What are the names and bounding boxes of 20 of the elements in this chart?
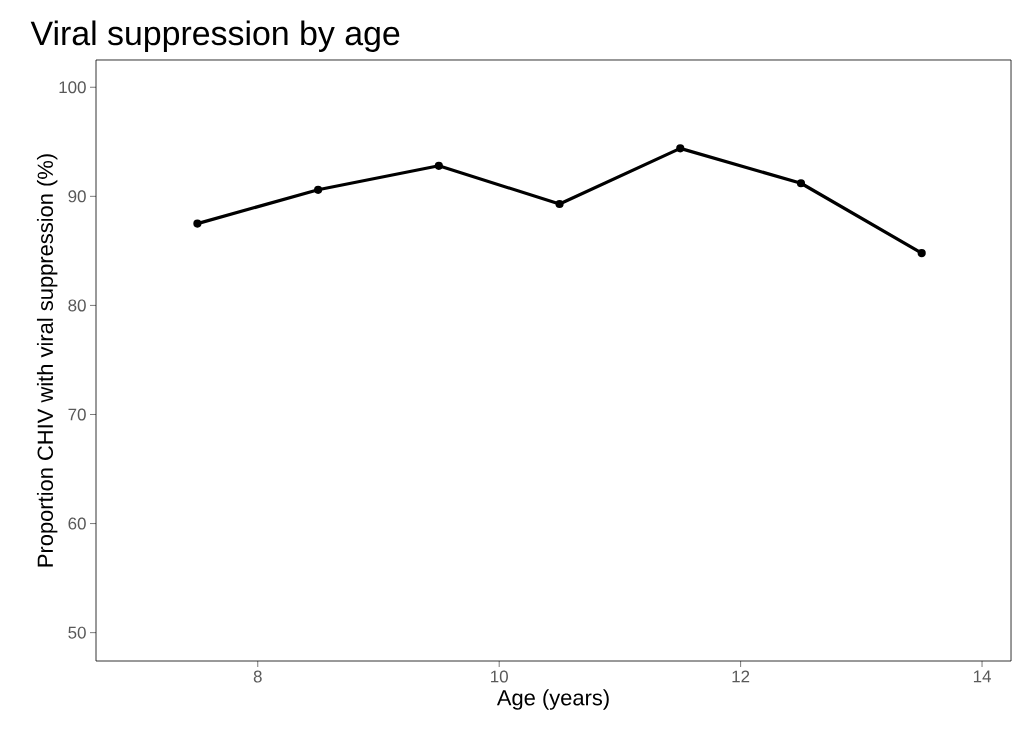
- x-tick-label: 12: [732, 670, 750, 683]
- point: [796, 179, 806, 188]
- y-tick-label: 80: [68, 299, 86, 312]
- point: [193, 219, 202, 228]
- point: [434, 161, 443, 170]
- x-tick-label: 8: [253, 670, 262, 683]
- x-tick-label: 14: [973, 670, 991, 683]
- point: [917, 248, 926, 258]
- x-axis-title: Age (years): [496, 689, 609, 710]
- y-tick-label: 60: [68, 517, 86, 530]
- y-tick-label: 90: [68, 190, 86, 203]
- chart-title: Viral suppression by age: [30, 20, 400, 53]
- point: [676, 144, 685, 153]
- x-tick-label: 10: [491, 670, 508, 683]
- point: [555, 199, 564, 209]
- point: [314, 185, 323, 194]
- y-tick-label: 70: [68, 408, 86, 421]
- y-tick-label: 50: [68, 626, 86, 639]
- y-axis-title: Proportion CHIV with viral suppression (%): [36, 154, 58, 567]
- y-tick-label: 100: [59, 81, 86, 94]
